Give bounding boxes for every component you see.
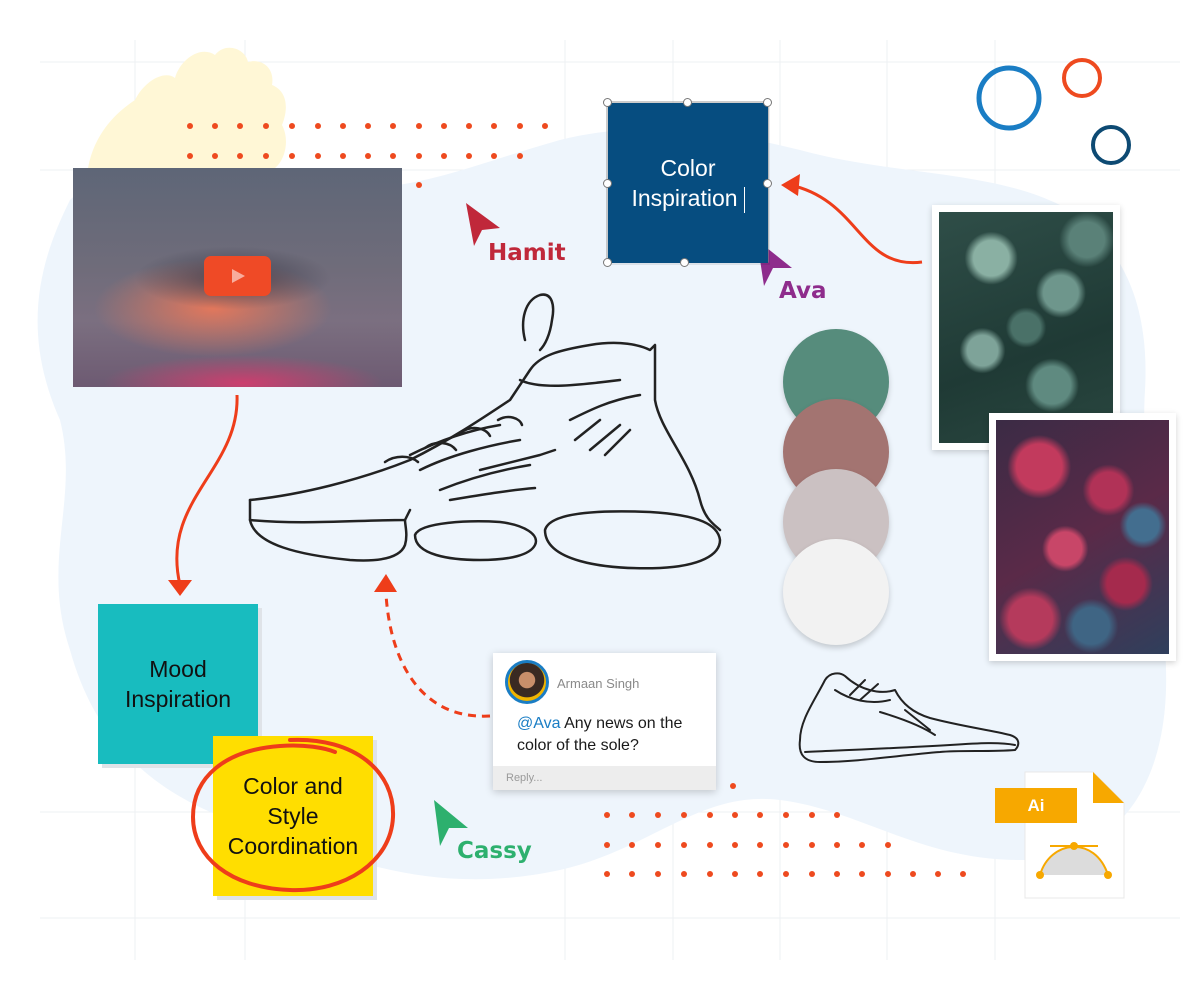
sticky-note-color-style[interactable]: Color and Style Coordination — [213, 736, 373, 896]
file-type-badge: Ai — [995, 788, 1077, 823]
text-caret — [743, 186, 745, 213]
video-thumbnail[interactable] — [73, 168, 402, 387]
note-line: Color — [660, 155, 716, 181]
comment-text: @Ava Any news on the color of the sole? — [517, 713, 707, 757]
ring-blue-large — [976, 65, 1042, 131]
resize-handle-tr[interactable] — [763, 98, 772, 107]
note-line: Inspiration — [631, 185, 738, 211]
resize-handle-r[interactable] — [763, 179, 772, 188]
cursor-label-cassy: Cassy — [457, 838, 532, 864]
sticky-note-color-inspiration[interactable]: Color Inspiration — [608, 103, 768, 263]
cursor-label-hamit: Hamit — [488, 240, 566, 266]
connector-video-to-mood[interactable] — [175, 394, 239, 586]
cursor-cassy-icon — [434, 800, 468, 846]
resize-handle-t[interactable] — [683, 98, 692, 107]
shoe-sketch-large[interactable] — [248, 293, 722, 570]
hand-doodle — [88, 47, 286, 168]
comment-author: Armaan Singh — [557, 676, 640, 691]
arrowhead-color — [781, 174, 800, 196]
photo-frosted-leaves[interactable] — [932, 205, 1120, 450]
ink-circle-annotation[interactable] — [185, 732, 405, 897]
avatar — [505, 660, 549, 704]
note-line: Mood — [149, 656, 207, 682]
connector-comment-to-shoe[interactable] — [384, 593, 491, 718]
dot-pattern-bottom — [604, 783, 966, 877]
resize-handle-b[interactable] — [680, 258, 689, 267]
resize-handle-tl[interactable] — [603, 98, 612, 107]
mention-link[interactable]: @Ava — [517, 715, 561, 732]
photo-red-berries[interactable] — [989, 413, 1176, 661]
cursor-label-ava: Ava — [779, 278, 827, 304]
arrowhead-mood — [168, 580, 192, 596]
connector-leaves-to-color[interactable] — [789, 183, 923, 265]
reply-input[interactable]: Reply... — [493, 766, 716, 790]
color-swatch-off-white[interactable] — [783, 539, 889, 645]
arrowhead-shoe — [374, 574, 397, 592]
note-line: Color and — [243, 773, 343, 799]
dot-pattern-top — [187, 123, 548, 188]
resize-handle-l[interactable] — [603, 179, 612, 188]
resize-handle-bl[interactable] — [603, 258, 612, 267]
ring-orange — [1062, 58, 1102, 98]
note-line: Coordination — [227, 833, 359, 859]
note-line: Style — [267, 803, 319, 829]
note-line: Inspiration — [124, 686, 232, 712]
comment-body: Any news on the color of the sole? — [517, 715, 683, 754]
shoe-sketch-small[interactable] — [798, 672, 1020, 763]
ring-navy — [1091, 125, 1131, 165]
play-icon[interactable] — [204, 256, 271, 296]
comment-card[interactable]: Armaan Singh @Ava Any news on the color … — [493, 653, 716, 790]
cursor-hamit-icon — [466, 203, 500, 246]
